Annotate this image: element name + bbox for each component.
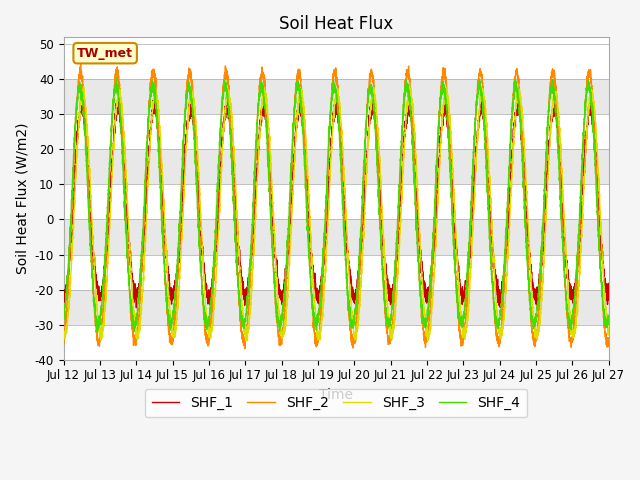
SHF_2 [241,346,249,352]
SHF_4 [113,76,120,82]
SHF_3 [159,175,166,181]
SHF_2 [268,232,276,238]
SHF_1 [333,93,340,99]
SHF_2 [77,61,84,67]
Legend: SHF_1, SHF_2, SHF_3, SHF_4: SHF_1, SHF_2, SHF_3, SHF_4 [145,389,527,417]
SHF_2 [508,114,516,120]
SHF_1 [508,151,516,156]
SHF_4 [159,240,166,245]
SHF_4 [414,255,422,261]
Bar [63,254,609,289]
Text: TW_met: TW_met [77,47,133,60]
SHF_3 [60,332,67,338]
SHF_4 [605,321,612,327]
Bar [63,289,609,324]
Bar [63,324,609,360]
Bar [63,184,609,219]
Y-axis label: Soil Heat Flux (W/m2): Soil Heat Flux (W/m2) [15,123,29,274]
Bar [63,149,609,184]
SHF_1 [605,297,612,303]
SHF_2 [60,338,67,344]
SHF_4 [268,245,276,251]
X-axis label: Time: Time [319,388,353,402]
SHF_3 [414,203,422,208]
Line: SHF_3: SHF_3 [63,86,609,341]
SHF_1 [60,291,67,297]
SHF_3 [605,331,612,336]
SHF_3 [242,338,250,344]
SHF_2 [605,335,612,341]
SHF_1 [132,305,140,311]
SHF_4 [467,221,474,227]
SHF_1 [414,217,422,223]
Line: SHF_2: SHF_2 [63,64,609,349]
SHF_3 [467,269,474,275]
Bar [63,79,609,114]
SHF_1 [387,302,394,308]
SHF_1 [268,196,276,202]
Bar [63,114,609,149]
Title: Soil Heat Flux: Soil Heat Flux [279,15,393,33]
SHF_3 [268,184,276,190]
SHF_3 [387,334,394,339]
SHF_4 [508,115,516,120]
SHF_2 [467,232,474,238]
SHF_1 [159,192,166,198]
SHF_4 [93,329,101,335]
SHF_4 [60,317,67,323]
SHF_3 [508,172,516,178]
SHF_2 [414,251,422,256]
Line: SHF_1: SHF_1 [63,96,609,308]
SHF_4 [387,315,394,321]
Bar [63,219,609,254]
SHF_3 [405,83,413,89]
SHF_2 [159,225,166,231]
Line: SHF_4: SHF_4 [63,79,609,332]
Bar [63,44,609,79]
SHF_2 [387,337,394,343]
SHF_1 [467,250,474,255]
